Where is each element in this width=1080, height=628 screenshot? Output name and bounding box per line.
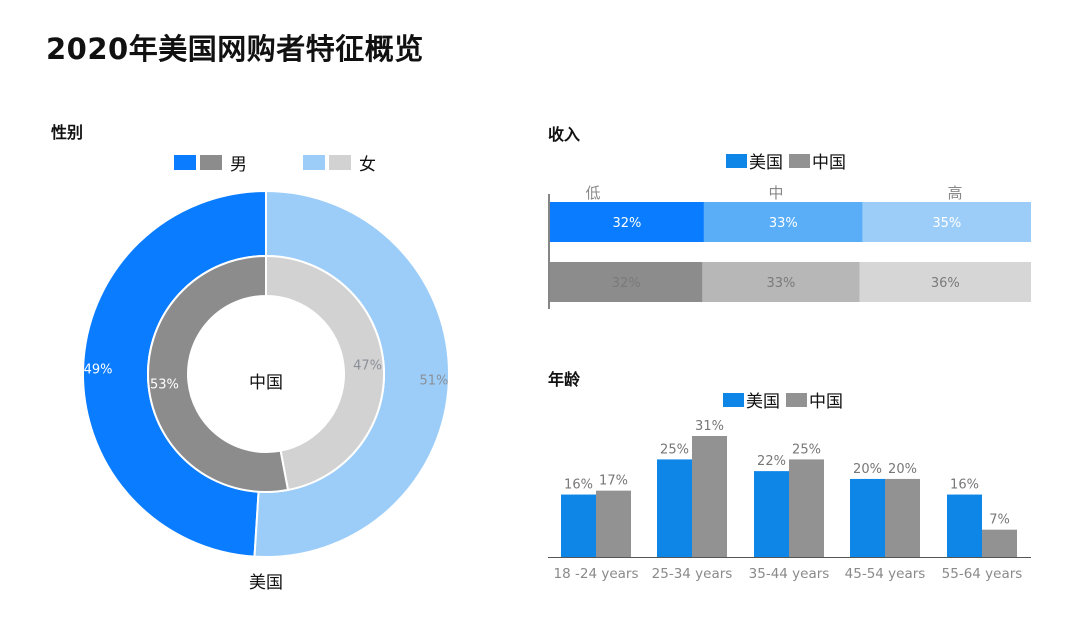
age-category-0: 18 -24 years [554,566,639,582]
gender-section-title: 性别 [51,123,84,142]
age-bar-label-us-0: 16% [564,478,593,493]
income-seg-us-1 [703,202,863,242]
income-seg-cn-1 [702,262,860,302]
legend-swatch-cn-male [200,155,222,170]
income-seg-label-cn-0: 32% [612,276,641,291]
income-level-2: 高 [947,184,962,202]
us-ring-label-female: 51% [419,373,448,388]
age-legend: 美国 中国 [723,387,849,412]
age-bar-cn-0 [596,490,631,557]
age-bar-cn-1 [692,436,727,557]
age-bar-us-0 [561,494,596,557]
age-bar-cn-4 [982,529,1017,557]
legend-swatch-cn-female [329,155,351,170]
legend-swatch-us [723,392,744,407]
legend-swatch-cn [786,392,807,407]
age-bar-us-1 [657,459,692,557]
legend-label-cn: 中国 [809,392,843,412]
income-seg-us-0 [550,202,704,242]
legend-label-male: 男 [230,155,247,175]
income-seg-label-cn-1: 33% [767,276,796,291]
page-title: 2020年美国网购者特征概览 [46,32,424,66]
age-bar-label-cn-3: 20% [888,462,917,477]
income-level-1: 中 [768,184,783,202]
age-category-2: 35-44 years [749,566,830,582]
age-bar-us-3 [850,478,885,557]
income-section-title: 收入 [548,125,581,144]
income-seg-label-us-2: 35% [932,216,961,231]
legend-swatch-us-male [174,155,196,170]
cn-ring-slice-male [147,254,290,493]
donut-outer-label: 美国 [249,573,283,593]
cn-ring-label-female: 47% [353,358,382,373]
age-bar-cn-3 [885,478,920,557]
age-bar-label-us-3: 20% [853,462,882,477]
legend-label-cn: 中国 [812,153,846,173]
legend-swatch-cn [789,153,810,168]
age-bar-label-us-2: 22% [757,454,786,469]
legend-label-us: 美国 [746,392,780,412]
age-bar-us-4 [947,494,982,557]
income-seg-us-2 [862,202,1031,242]
legend-label-us: 美国 [749,153,783,173]
age-bar-us-2 [754,471,789,557]
age-bar-label-cn-2: 25% [792,442,821,457]
age-category-1: 25-34 years [652,566,733,582]
legend-swatch-us-female [303,155,325,170]
income-seg-cn-0 [550,262,703,302]
age-bar-label-cn-0: 17% [599,474,628,489]
income-seg-cn-2 [859,262,1031,302]
legend-label-female: 女 [359,155,376,175]
income-legend: 美国 中国 [726,148,852,173]
income-seg-label-us-0: 32% [613,216,642,231]
income-seg-label-us-1: 33% [769,216,798,231]
cn-ring-label-male: 53% [150,378,179,393]
income-seg-label-cn-2: 36% [931,276,960,291]
us-ring-label-male: 49% [84,363,113,378]
age-category-4: 55-64 years [942,566,1023,582]
income-level-0: 低 [585,184,600,202]
gender-legend: 男 女 [174,150,376,175]
donut-center-label: 中国 [249,373,283,393]
age-bar-label-cn-1: 31% [695,419,724,434]
age-bar-cn-2 [789,459,824,557]
age-bar-label-us-1: 25% [660,442,689,457]
cn-ring-slice-female [265,254,385,492]
legend-swatch-us [726,153,747,168]
age-category-3: 45-54 years [845,566,926,582]
age-bar-label-cn-4: 7% [989,513,1010,528]
age-section-title: 年龄 [548,370,581,389]
age-bar-label-us-4: 16% [950,478,979,493]
